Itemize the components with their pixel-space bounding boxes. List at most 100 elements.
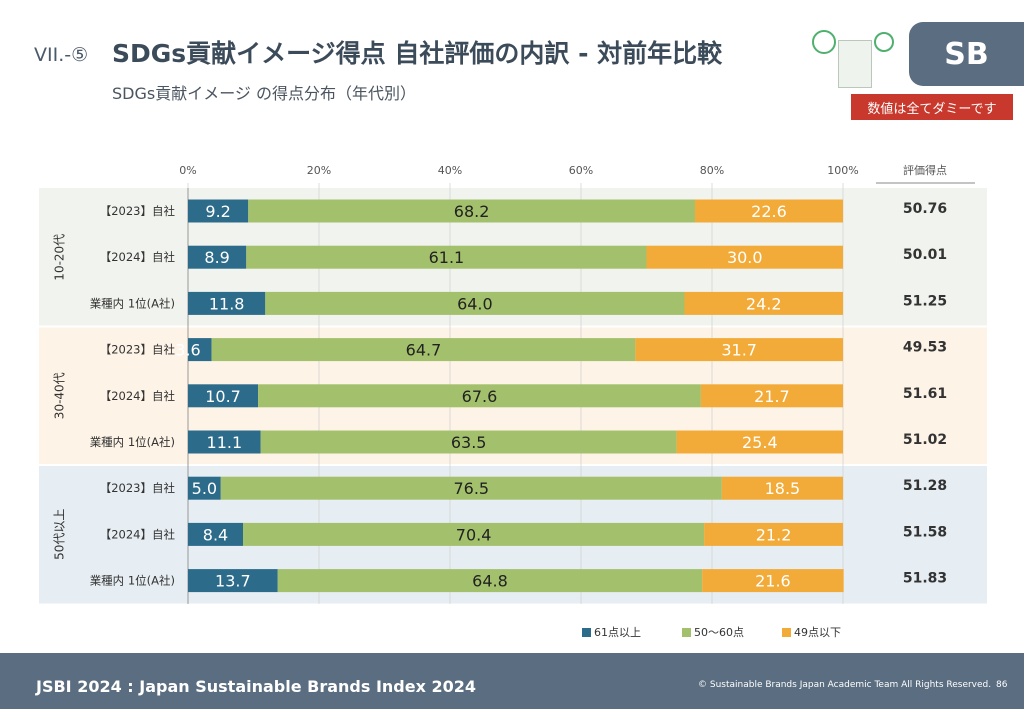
score-value: 51.61: [903, 386, 947, 402]
sdgs-badge-small-icon: [874, 32, 894, 52]
data-label: 22.6: [751, 202, 787, 221]
row-label: 【2024】自社: [100, 389, 176, 403]
bar-segment: [188, 338, 212, 362]
bar-segment: [188, 476, 221, 500]
bar-segment: [220, 476, 722, 500]
group-label: 10-20代: [53, 234, 67, 281]
sdgs-badge-icon: [812, 30, 836, 54]
data-label: 70.4: [456, 525, 492, 544]
bar-segment: [702, 569, 844, 593]
footer-bar: JSBI 2024 : Japan Sustainable Brands Ind…: [0, 653, 1024, 709]
legend-swatch: [582, 628, 591, 637]
data-label: 8.4: [203, 525, 228, 544]
data-label: 9.2: [205, 202, 230, 221]
legend-swatch: [782, 628, 791, 637]
score-value: 51.83: [903, 571, 947, 587]
bar-segment: [211, 338, 636, 362]
bar-segment: [258, 384, 701, 408]
data-label: 64.7: [406, 341, 442, 360]
data-label: 3.6: [175, 341, 200, 360]
data-label: 31.7: [721, 341, 757, 360]
bar-segment: [243, 522, 705, 546]
score-value: 49.53: [903, 340, 947, 356]
data-label: 21.2: [756, 525, 792, 544]
row-label: 【2024】自社: [100, 527, 176, 541]
legend-label: 50〜60点: [694, 626, 744, 639]
bar-segment: [684, 291, 843, 315]
score-value: 51.28: [903, 478, 947, 494]
data-label: 21.6: [755, 572, 791, 591]
data-label: 10.7: [205, 387, 241, 406]
score-value: 50.01: [903, 247, 947, 263]
bar-segment: [646, 245, 843, 269]
data-label: 64.0: [457, 294, 493, 313]
bar-segment: [188, 522, 244, 546]
bar-segment: [188, 245, 247, 269]
group-label: 50代以上: [53, 509, 67, 560]
row-label: 【2023】自社: [100, 481, 176, 495]
x-tick-label: 0%: [179, 164, 196, 177]
row-label: 業種内 1位(A社): [90, 574, 175, 588]
row-label: 業種内 1位(A社): [90, 435, 175, 449]
bar-segment: [694, 199, 843, 223]
bar-segment: [188, 199, 249, 223]
logo-text: SB: [944, 36, 989, 72]
data-label: 5.0: [192, 479, 217, 498]
page-subtitle: SDGs貢献イメージ の得点分布（年代別）: [112, 84, 416, 103]
data-label: 11.8: [209, 294, 245, 313]
legend-label: 61点以上: [594, 626, 641, 639]
bar-segment: [188, 291, 266, 315]
score-value: 51.58: [903, 524, 947, 540]
bar-segment: [721, 476, 843, 500]
bar-segment: [248, 199, 695, 223]
dummy-data-notice: 数値は全てダミーです: [851, 94, 1013, 120]
bar-segment: [277, 569, 703, 593]
x-tick-label: 80%: [700, 164, 724, 177]
data-label: 67.6: [462, 387, 498, 406]
data-label: 11.1: [207, 433, 243, 452]
data-label: 61.1: [429, 248, 465, 267]
x-tick-label: 100%: [827, 164, 858, 177]
x-tick-label: 60%: [569, 164, 593, 177]
data-label: 68.2: [454, 202, 490, 221]
legend-label: 49点以下: [794, 626, 841, 639]
row-label: 【2024】自社: [100, 250, 176, 264]
score-header: 評価得点: [903, 163, 947, 177]
data-label: 24.2: [746, 294, 782, 313]
score-value: 50.76: [903, 201, 947, 217]
footer-brand-text: JSBI 2024 : Japan Sustainable Brands Ind…: [36, 677, 477, 696]
row-label: 【2023】自社: [100, 204, 176, 218]
score-value: 51.25: [903, 293, 947, 309]
bar-segment: [704, 522, 843, 546]
bar-segment: [188, 430, 261, 454]
bar-segment: [700, 384, 843, 408]
bar-segment: [635, 338, 843, 362]
award-badge-icon: [838, 40, 872, 88]
page-title: SDGs貢献イメージ得点 自社評価の内訳 - 対前年比較: [112, 39, 723, 68]
row-label: 【2023】自社: [100, 343, 176, 357]
data-label: 25.4: [742, 433, 778, 452]
bar-segment: [246, 245, 647, 269]
bar-segment: [188, 384, 259, 408]
data-label: 76.5: [453, 479, 489, 498]
x-tick-label: 40%: [438, 164, 462, 177]
score-value: 51.02: [903, 432, 947, 448]
bar-segment: [260, 430, 677, 454]
page-number: 86: [996, 680, 1008, 690]
bar-segment: [265, 291, 685, 315]
group-label: 30-40代: [53, 372, 67, 419]
data-label: 64.8: [472, 572, 508, 591]
legend-swatch: [682, 628, 691, 637]
copyright-text: © Sustainable Brands Japan Academic Team…: [698, 680, 992, 690]
sb-logo: SB: [909, 22, 1024, 86]
section-number: VII.-⑤: [34, 44, 89, 66]
data-label: 13.7: [215, 572, 251, 591]
bar-segment: [676, 430, 843, 454]
data-label: 30.0: [727, 248, 763, 267]
data-label: 18.5: [765, 479, 801, 498]
data-label: 21.7: [754, 387, 790, 406]
x-tick-label: 20%: [307, 164, 331, 177]
data-label: 63.5: [451, 433, 487, 452]
bar-segment: [188, 569, 278, 593]
